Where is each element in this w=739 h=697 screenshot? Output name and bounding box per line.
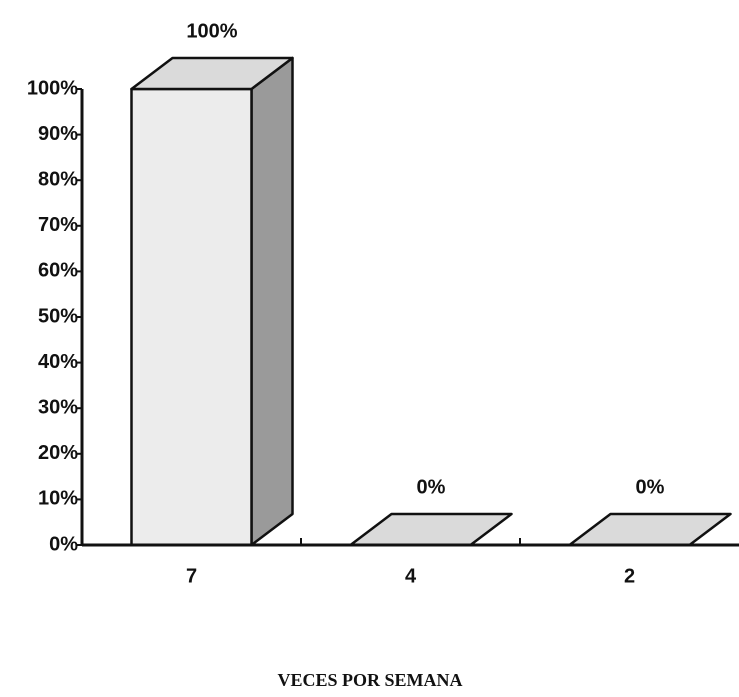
y-tick-label: 40%: [38, 351, 78, 373]
value-label: 0%: [417, 476, 446, 498]
x-axis-label: VECES POR SEMANA: [277, 670, 462, 690]
y-tick-label: 90%: [38, 123, 78, 145]
bar-top: [568, 512, 732, 547]
y-tick-label: 10%: [38, 488, 78, 510]
y-tick-label: 0%: [49, 533, 78, 555]
x-tick-label: 7: [186, 565, 197, 587]
y-tick-label: 100%: [27, 77, 78, 99]
bar-front: [130, 87, 253, 547]
x-tick-label: 2: [624, 565, 635, 587]
y-tick-label: 60%: [38, 260, 78, 282]
x-tick-label: 4: [405, 565, 417, 587]
bar-top: [349, 512, 513, 547]
bar-side: [250, 56, 294, 547]
y-tick-label: 50%: [38, 305, 78, 327]
y-tick-label: 30%: [38, 396, 78, 418]
y-tick-label: 70%: [38, 214, 78, 236]
bar-top: [130, 56, 294, 91]
value-label: 0%: [636, 476, 665, 498]
value-label: 100%: [186, 20, 237, 42]
y-tick-label: 80%: [38, 168, 78, 190]
y-tick-label: 20%: [38, 442, 78, 464]
